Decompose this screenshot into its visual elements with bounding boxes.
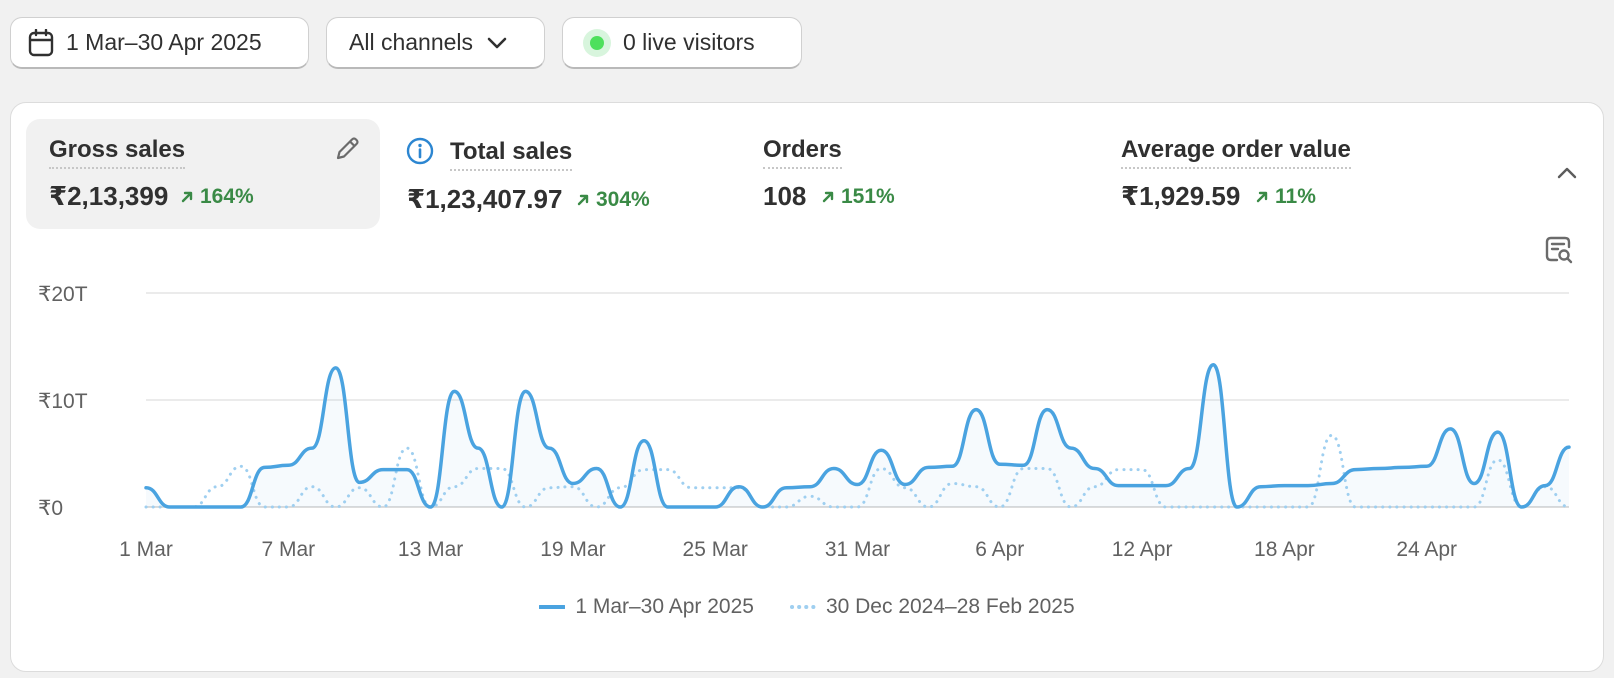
date-range-label: 1 Mar–30 Apr 2025	[66, 29, 262, 55]
x-tick-label: 31 Mar	[825, 538, 890, 561]
x-tick-label: 25 Mar	[683, 538, 748, 561]
metric-value: ₹1,929.59	[1121, 181, 1241, 211]
legend-item-comparison[interactable]: 30 Dec 2024–28 Feb 2025	[789, 595, 1075, 619]
arrow-up-right-icon	[1256, 191, 1268, 203]
arrow-up-right-icon	[577, 194, 589, 206]
live-visitors-button[interactable]: 0 live visitors	[562, 17, 802, 69]
metric-change: 11%	[1255, 185, 1316, 209]
metric-title: Orders	[763, 136, 842, 169]
metric-change: 164%	[180, 185, 254, 209]
series-current-line	[144, 362, 1571, 509]
date-range-button[interactable]: 1 Mar–30 Apr 2025	[10, 17, 309, 69]
x-tick-label: 13 Mar	[398, 538, 463, 561]
x-tick-label: 19 Mar	[540, 538, 605, 561]
y-tick-label: ₹10T	[38, 390, 88, 413]
metric-average-order-value[interactable]: Average order value ₹1,929.59 11%	[1111, 119, 1471, 229]
chevron-down-icon	[487, 36, 507, 50]
channels-dropdown[interactable]: All channels	[326, 17, 545, 69]
metric-total-sales[interactable]: Total sales ₹1,23,407.97 304%	[396, 119, 736, 229]
y-tick-label: ₹20T	[38, 283, 88, 306]
metric-value: 108	[763, 181, 807, 211]
channels-label: All channels	[349, 29, 474, 55]
metric-change: 304%	[576, 188, 650, 212]
metric-title: Total sales	[450, 138, 573, 171]
metric-change: 151%	[821, 185, 895, 209]
x-tick-label: 1 Mar	[119, 538, 173, 561]
x-tick-label: 12 Apr	[1112, 538, 1173, 561]
series-current-area	[146, 364, 1569, 507]
calendar-icon	[28, 28, 54, 57]
x-tick-label: 24 Apr	[1396, 538, 1457, 561]
metric-value: ₹2,13,399	[49, 181, 169, 211]
live-status-icon	[583, 28, 611, 57]
metric-gross-sales[interactable]: Gross sales ₹2,13,399 164%	[26, 119, 380, 229]
legend-label-comparison: 30 Dec 2024–28 Feb 2025	[825, 595, 1075, 618]
arrow-up-right-icon	[181, 191, 193, 203]
x-tick-label: 7 Mar	[261, 538, 315, 561]
x-tick-label: 6 Apr	[975, 538, 1024, 561]
chevron-up-icon[interactable]	[1556, 165, 1578, 181]
y-tick-label: ₹0	[38, 497, 63, 520]
metric-value: ₹1,23,407.97	[407, 184, 563, 214]
sales-overview-card: Gross sales ₹2,13,399 164% Total sales ₹…	[10, 102, 1604, 672]
legend-label-current: 1 Mar–30 Apr 2025	[575, 595, 754, 618]
legend-item-current[interactable]: 1 Mar–30 Apr 2025	[539, 595, 754, 619]
metric-orders[interactable]: Orders 108 151%	[753, 119, 1093, 229]
pencil-icon[interactable]	[333, 135, 361, 163]
info-icon[interactable]	[406, 137, 434, 165]
arrow-up-right-icon	[822, 191, 834, 203]
x-tick-label: 18 Apr	[1254, 538, 1315, 561]
chart-search-icon[interactable]	[1544, 235, 1574, 265]
metric-title: Gross sales	[49, 136, 186, 169]
live-visitors-label: 0 live visitors	[623, 29, 755, 55]
chart-legend: 1 Mar–30 Apr 2025 30 Dec 2024–28 Feb 202…	[0, 595, 1614, 619]
metric-title: Average order value	[1121, 136, 1351, 169]
